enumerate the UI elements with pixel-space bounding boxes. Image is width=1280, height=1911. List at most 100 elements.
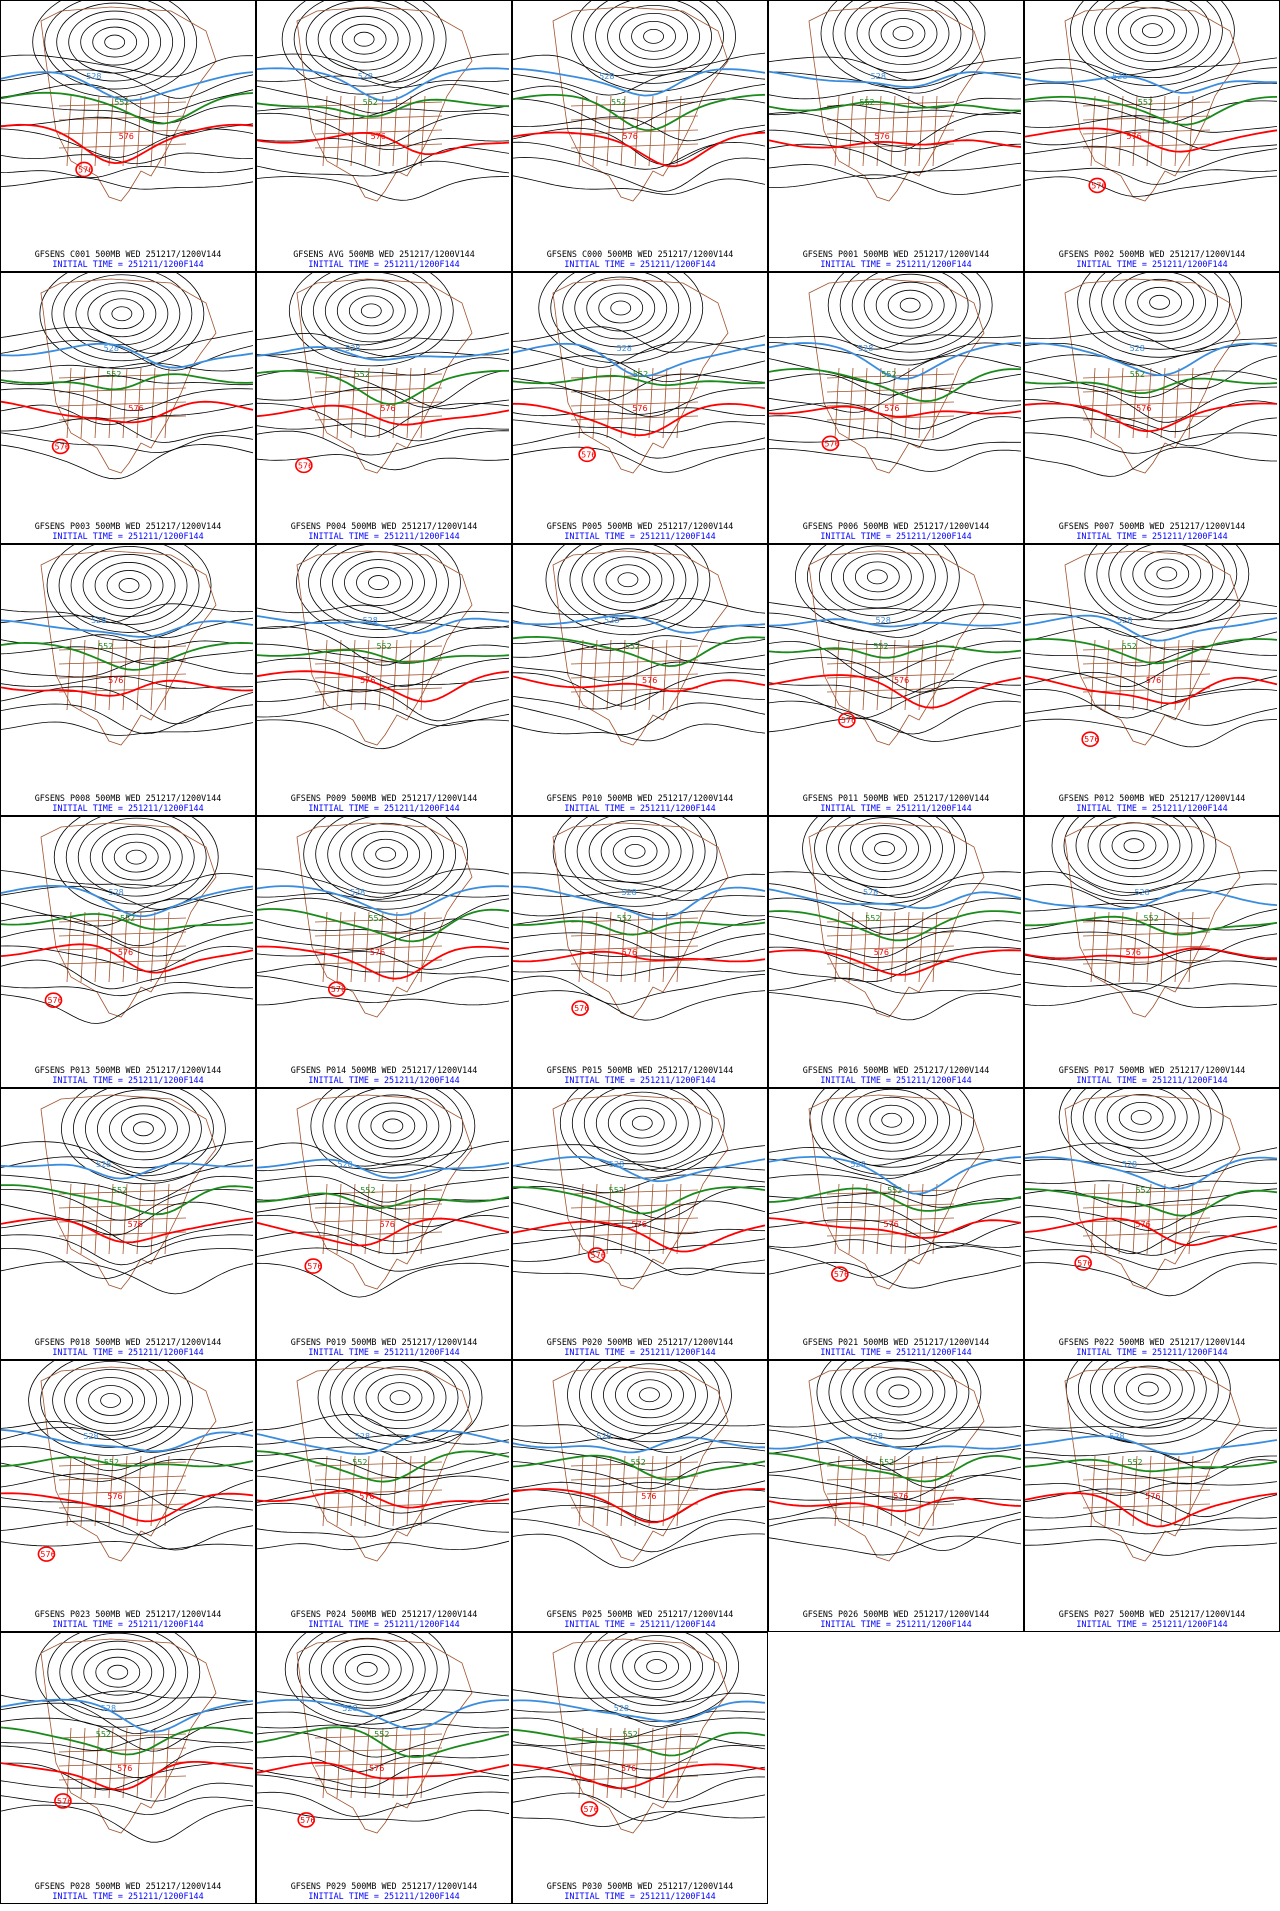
height-contour (513, 98, 766, 130)
panel-caption: GFSENS P028 500MB WED 251217/1200V144 INI… (1, 1881, 255, 1901)
contour-576 (1025, 127, 1278, 153)
panel-caption: GFSENS P011 500MB WED 251217/1200V144 INI… (769, 793, 1023, 813)
height-contour (619, 1107, 665, 1139)
height-contour (619, 12, 688, 60)
height-contour (89, 825, 183, 889)
height-contour (513, 446, 766, 473)
panel-caption: GFSENS P010 500MB WED 251217/1200V144 INI… (513, 793, 767, 813)
height-contour (769, 602, 1022, 613)
north-america-outline (1064, 1366, 1241, 1562)
contour-552 (513, 93, 766, 132)
height-contour (109, 1105, 178, 1153)
height-contour (1025, 718, 1278, 748)
panel-initial-time: INITIAL TIME = 251211/1200F144 (820, 259, 972, 269)
contour-576 (1, 1492, 254, 1523)
height-contour (1, 388, 254, 412)
height-contour (646, 1659, 668, 1674)
contour-552 (257, 908, 510, 943)
height-contour (513, 974, 766, 1005)
height-contour (610, 300, 632, 316)
height-contour (257, 931, 510, 951)
height-contour (1025, 1249, 1278, 1271)
height-contour (769, 977, 1022, 994)
height-contour (1058, 1089, 1224, 1173)
height-contour (769, 334, 1022, 350)
height-contour (820, 1, 986, 89)
height-contour (1025, 129, 1278, 151)
height-contour (1025, 931, 1278, 964)
height-contour (257, 137, 510, 151)
height-contour (63, 274, 181, 354)
height-contour (856, 2, 950, 65)
height-contour (643, 28, 664, 44)
contour-label-528: 528 (86, 72, 101, 81)
contour-label-528: 528 (599, 72, 614, 81)
height-contour (1025, 82, 1278, 111)
height-contour (513, 1248, 766, 1276)
height-contour (1077, 1361, 1219, 1437)
contour-552 (513, 920, 766, 936)
contour-label-576: 576 (118, 948, 133, 957)
height-contour (769, 612, 1022, 638)
height-contour (85, 1089, 202, 1169)
cutoff-low-contour (580, 1801, 599, 1817)
height-contour (631, 1115, 653, 1131)
contour-label-528: 528 (596, 1432, 611, 1441)
contour-label-576: 576 (128, 1220, 143, 1229)
contour-label-576: 576 (55, 442, 70, 451)
contour-label-576: 576 (371, 132, 386, 141)
height-contour (1, 1201, 254, 1236)
contour-552 (1025, 1458, 1278, 1473)
contour-label-576: 576 (591, 1251, 606, 1260)
height-contour (257, 423, 510, 442)
height-contour (100, 1393, 121, 1408)
height-contour (334, 1089, 452, 1166)
panel-caption: GFSENS P003 500MB WED 251217/1200V144 INI… (1, 521, 255, 541)
height-contour (1, 165, 254, 179)
height-contour (844, 1, 962, 73)
contour-label-576: 576 (360, 676, 375, 685)
height-contour (320, 545, 437, 622)
height-contour (769, 373, 1022, 396)
height-contour (887, 289, 933, 321)
height-contour (581, 548, 675, 612)
height-contour (1, 646, 254, 665)
height-contour (97, 1097, 190, 1161)
height-contour (769, 1219, 1022, 1249)
height-contour (257, 430, 510, 456)
height-contour (1025, 115, 1278, 133)
height-contour (513, 52, 766, 76)
contour-label-552: 552 (887, 1186, 902, 1195)
height-contour (1, 432, 254, 454)
contour-label-576: 576 (1145, 1492, 1160, 1501)
height-contour (583, 1089, 701, 1163)
height-contour (513, 431, 766, 459)
height-contour (769, 1417, 1022, 1429)
height-contour (513, 1437, 766, 1454)
height-contour (769, 1145, 1022, 1166)
panel-title: GFSENS P024 500MB WED 251217/1200V144 (290, 1609, 478, 1619)
cutoff-low-contour (1088, 177, 1107, 194)
panel-title: GFSENS P003 500MB WED 251217/1200V144 (34, 521, 222, 531)
height-contour (564, 817, 706, 899)
cutoff-low-contour (1081, 731, 1099, 748)
panel-title: GFSENS P008 500MB WED 251217/1200V144 (34, 793, 222, 803)
contour-528 (1, 885, 254, 918)
height-contour (310, 1089, 476, 1182)
height-contour (1156, 566, 1178, 582)
height-contour (874, 841, 895, 856)
height-contour (1025, 626, 1278, 651)
cutoff-low-contour (297, 1812, 315, 1828)
height-contour (58, 545, 200, 633)
height-contour (769, 174, 1022, 195)
panel-initial-time: INITIAL TIME = 251211/1200F144 (52, 259, 204, 269)
contour-label-528: 528 (609, 1160, 624, 1169)
contour-label-576: 576 (1126, 948, 1141, 957)
height-contour (353, 1366, 447, 1430)
forecast-panel: 528 552 576 576 GFSENS P004 500MB WED 251217… (256, 272, 512, 544)
height-contour (336, 287, 406, 335)
panel-initial-time: INITIAL TIME = 251211/1200F144 (1076, 1619, 1228, 1629)
contour-label-576: 576 (1136, 404, 1151, 413)
height-contour (1, 1421, 254, 1436)
height-contour (603, 1363, 696, 1427)
